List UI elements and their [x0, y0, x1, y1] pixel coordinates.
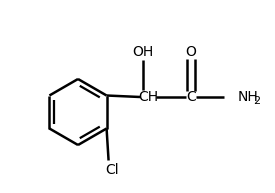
Text: Cl: Cl	[105, 163, 119, 178]
Text: 2: 2	[253, 96, 260, 106]
Text: CH: CH	[138, 90, 158, 104]
Text: OH: OH	[132, 45, 154, 59]
Text: O: O	[186, 45, 196, 59]
Text: NH: NH	[238, 90, 259, 104]
Text: C: C	[186, 90, 196, 104]
